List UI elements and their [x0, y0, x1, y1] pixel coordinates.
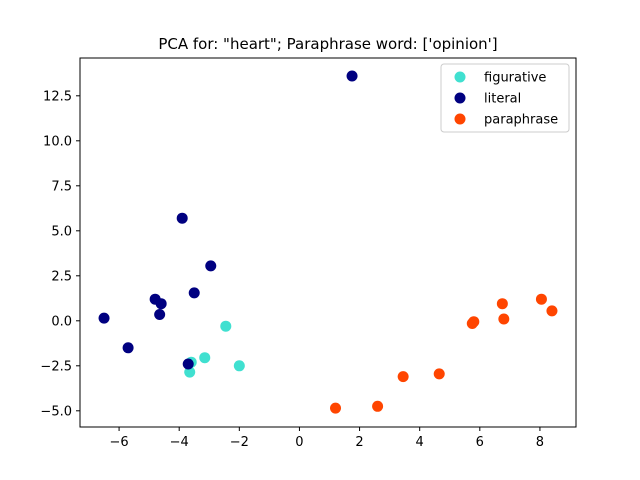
x-tick-label: 6	[476, 435, 484, 450]
point-figurative	[220, 320, 232, 332]
y-axis: −5.0 −2.5 0.0 2.5 5.0 7.5 10.0 12.5	[40, 89, 80, 419]
legend: figurative literal paraphrase	[440, 63, 570, 133]
x-tick-label: 4	[416, 435, 424, 450]
point-literal	[154, 309, 166, 320]
legend-marker-figurative	[454, 71, 466, 83]
point-figurative	[233, 360, 245, 372]
point-paraphrase	[466, 318, 478, 329]
y-tick-label: 7.5	[51, 179, 72, 194]
x-tick-label: 8	[536, 435, 544, 450]
x-tick-label: −4	[170, 435, 189, 450]
point-paraphrase	[330, 402, 342, 414]
legend-box	[440, 63, 570, 133]
point-literal	[155, 298, 167, 310]
point-literal	[122, 342, 134, 354]
plot-points	[98, 70, 558, 414]
point-paraphrase	[498, 313, 510, 325]
point-paraphrase	[397, 371, 409, 383]
point-literal	[346, 70, 358, 82]
plot-frame	[79, 57, 577, 428]
y-tick-label: 10.0	[43, 134, 72, 149]
point-paraphrase	[546, 305, 558, 317]
point-paraphrase	[372, 400, 384, 412]
y-tick-label: 0.0	[51, 314, 72, 329]
point-paraphrase	[496, 298, 508, 310]
legend-label-literal: literal	[484, 92, 521, 107]
legend-label-figurative: figurative	[484, 71, 546, 86]
y-tick-label: 5.0	[51, 224, 72, 239]
chart-title: PCA for: "heart"; Paraphrase word: ['opi…	[158, 35, 497, 53]
point-literal	[188, 287, 200, 299]
legend-label-paraphrase: paraphrase	[484, 113, 558, 128]
point-paraphrase	[535, 293, 547, 305]
legend-marker-literal	[454, 92, 466, 104]
x-tick-label: −2	[230, 435, 249, 450]
point-paraphrase	[433, 368, 445, 380]
x-axis: −6 −4 −2 0 2 4 6 8	[109, 427, 544, 450]
x-tick-label: 2	[355, 435, 363, 450]
x-tick-label: 0	[295, 435, 303, 450]
point-figurative	[199, 352, 211, 364]
point-literal	[182, 358, 194, 370]
y-tick-label: 12.5	[43, 89, 72, 104]
point-literal	[176, 212, 188, 224]
point-literal	[98, 312, 110, 324]
y-tick-label: 2.5	[51, 269, 72, 284]
y-tick-label: −5.0	[40, 404, 72, 419]
legend-marker-paraphrase	[454, 113, 466, 125]
point-literal	[205, 260, 217, 272]
y-tick-label: −2.5	[40, 359, 72, 374]
x-tick-label: −6	[109, 435, 128, 450]
